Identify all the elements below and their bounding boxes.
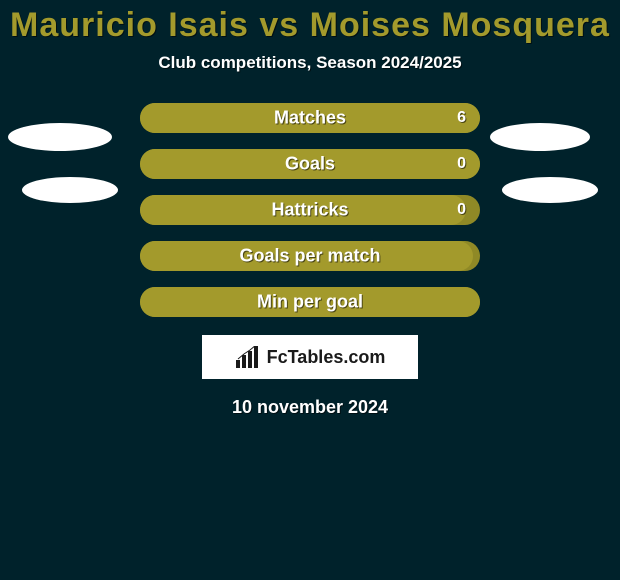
decorative-ellipse (502, 177, 598, 203)
chart-row: Goals 0 (140, 149, 480, 179)
subtitle: Club competitions, Season 2024/2025 (0, 53, 620, 73)
chart-row-label: Min per goal (257, 292, 363, 313)
chart-row: Matches 6 (140, 103, 480, 133)
date: 10 november 2024 (0, 397, 620, 418)
fctables-logo: FcTables.com (235, 346, 386, 368)
chart-row-label: Hattricks (271, 200, 348, 221)
decorative-ellipse (8, 123, 112, 151)
chart-row-value: 0 (457, 201, 466, 219)
decorative-ellipse (22, 177, 118, 203)
chart-row: Hattricks 0 (140, 195, 480, 225)
chart-row-label: Goals per match (239, 246, 380, 267)
page-title: Mauricio Isais vs Moises Mosquera (0, 0, 620, 45)
chart-row-label: Matches (274, 108, 346, 129)
chart-row: Min per goal (140, 287, 480, 317)
logo-text: FcTables.com (267, 347, 386, 368)
decorative-ellipse (490, 123, 590, 151)
chart-row-value: 0 (457, 155, 466, 173)
chart-row-label: Goals (285, 154, 335, 175)
chart-row: Goals per match (140, 241, 480, 271)
chart-row-value: 6 (457, 109, 466, 127)
bars-icon (235, 346, 261, 368)
logo-box: FcTables.com (202, 335, 418, 379)
comparison-chart: Matches 6 Goals 0 Hattricks 0 Goals per match M… (140, 103, 480, 317)
